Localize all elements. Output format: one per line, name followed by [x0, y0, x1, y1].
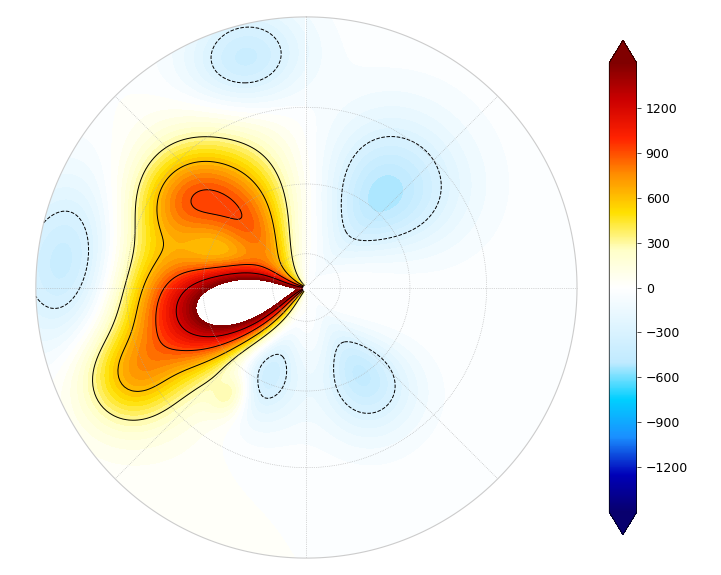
Point: [301, 283, 312, 292]
Point: [301, 283, 312, 292]
Point: [301, 283, 312, 292]
Point: [301, 283, 312, 292]
Point: [301, 283, 312, 292]
Point: [301, 283, 312, 292]
Point: [301, 283, 312, 292]
Point: [301, 283, 312, 292]
Point: [301, 283, 312, 292]
Point: [301, 283, 312, 292]
Point: [301, 283, 312, 292]
Point: [301, 283, 312, 292]
Point: [301, 283, 312, 292]
Point: [301, 283, 312, 292]
Point: [301, 283, 312, 292]
Point: [301, 283, 312, 292]
Point: [301, 283, 312, 292]
Point: [301, 283, 312, 292]
PathPatch shape: [609, 40, 637, 63]
Point: [301, 283, 312, 292]
Point: [301, 283, 312, 292]
Point: [301, 283, 312, 292]
Point: [301, 283, 312, 292]
Point: [301, 283, 312, 292]
Point: [301, 283, 312, 292]
Point: [301, 283, 312, 292]
Point: [301, 283, 312, 292]
Point: [301, 283, 312, 292]
Point: [301, 283, 312, 292]
Point: [301, 283, 312, 292]
Point: [301, 283, 312, 292]
Point: [301, 283, 312, 292]
Point: [301, 283, 312, 292]
Point: [301, 283, 312, 292]
Point: [301, 283, 312, 292]
Point: [301, 283, 312, 292]
Point: [301, 283, 312, 292]
Point: [301, 283, 312, 292]
Point: [301, 283, 312, 292]
PathPatch shape: [609, 512, 637, 535]
Point: [301, 283, 312, 292]
Point: [301, 283, 312, 292]
Point: [301, 283, 312, 292]
Point: [301, 283, 312, 292]
Point: [301, 283, 312, 292]
Point: [301, 283, 312, 292]
Point: [301, 283, 312, 292]
Point: [301, 283, 312, 292]
Point: [301, 283, 312, 292]
Point: [301, 283, 312, 292]
Point: [301, 283, 312, 292]
Point: [301, 283, 312, 292]
Point: [301, 283, 312, 292]
Point: [301, 283, 312, 292]
Point: [301, 283, 312, 292]
Point: [301, 283, 312, 292]
Point: [301, 283, 312, 292]
Point: [301, 283, 312, 292]
Point: [301, 283, 312, 292]
Point: [301, 283, 312, 292]
Point: [301, 283, 312, 292]
Point: [301, 283, 312, 292]
